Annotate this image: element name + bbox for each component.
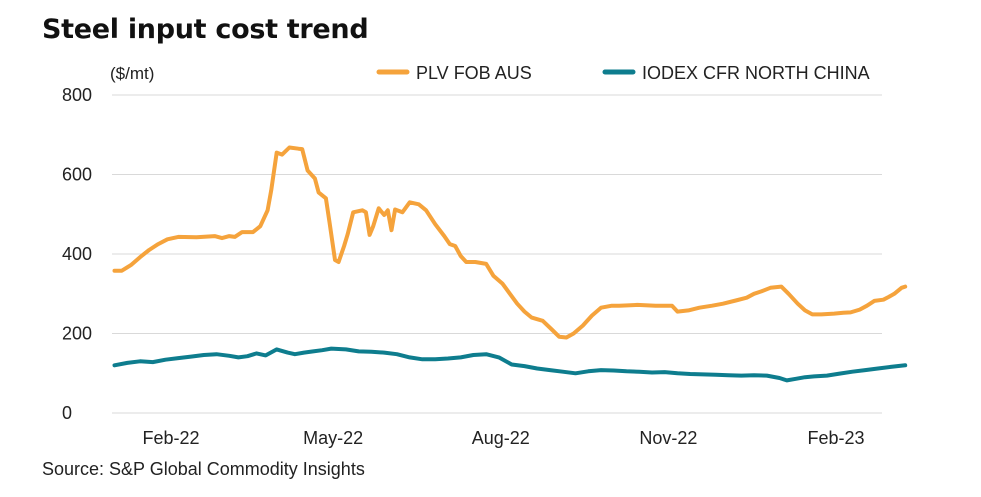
x-tick-label: Feb-22	[142, 428, 199, 448]
y-tick-label: 200	[62, 324, 92, 344]
y-axis-label: ($/mt)	[110, 64, 154, 83]
x-tick-label: Feb-23	[807, 428, 864, 448]
y-tick-label: 800	[62, 85, 92, 105]
y-tick-label: 400	[62, 244, 92, 264]
y-tick-label: 0	[62, 403, 72, 423]
series-line-plv-fob-aus	[112, 145, 908, 340]
y-tick-label: 600	[62, 165, 92, 185]
source-note: Source: S&P Global Commodity Insights	[42, 459, 365, 479]
chart-title: Steel input cost trend	[42, 14, 369, 45]
legend-label: PLV FOB AUS	[416, 63, 532, 83]
x-tick-label: May-22	[303, 428, 363, 448]
x-tick-label: Aug-22	[472, 428, 530, 448]
x-tick-label: Nov-22	[639, 428, 697, 448]
series-line-iodex-cfr-north-china	[112, 346, 908, 383]
legend-label: IODEX CFR NORTH CHINA	[642, 63, 870, 83]
